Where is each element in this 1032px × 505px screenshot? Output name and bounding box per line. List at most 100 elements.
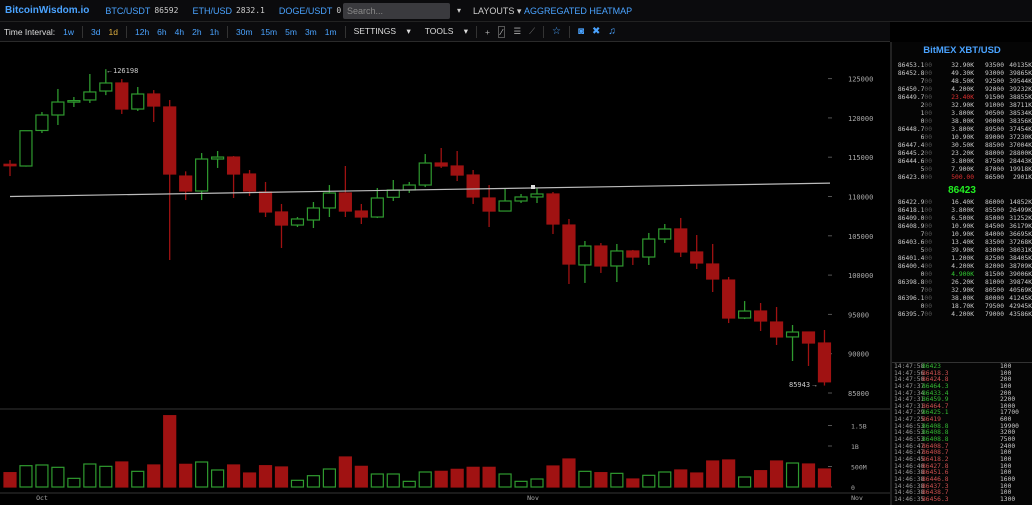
volume-bar: [370, 473, 384, 488]
price-main: 86398.8: [897, 279, 925, 286]
cumulative: 37004K: [1009, 142, 1032, 149]
candle-down: [338, 192, 352, 212]
interval-3d[interactable]: 3d: [91, 26, 101, 37]
interval-12h[interactable]: 12h: [134, 26, 150, 37]
price-tick-label: 110000: [848, 194, 873, 202]
tools-menu[interactable]: TOOLS ▾: [424, 26, 469, 36]
bid-row[interactable]: 86422.900 16.40K 86000 14852K: [892, 199, 1032, 207]
ask-row[interactable]: 86448.700 3.800K 89500 37454K: [892, 126, 1032, 134]
ask-row[interactable]: 100 3.800K 90500 38534K: [892, 110, 1032, 118]
level: 79000: [985, 311, 1004, 318]
amount: 3.800K: [951, 110, 974, 117]
aggregated-heatmap-link[interactable]: AGGREGATED HEATMAP: [524, 6, 633, 16]
ask-row[interactable]: 700 48.50K 92500 39544K: [892, 78, 1032, 86]
bid-row[interactable]: 86409.000 6.500K 85000 31252K: [892, 215, 1032, 223]
fullscreen-icon[interactable]: ✖: [592, 26, 601, 37]
trade-size: 1600: [1000, 475, 1016, 483]
search-input[interactable]: [343, 3, 450, 19]
layouts-menu[interactable]: LAYOUTS ▾: [473, 6, 522, 16]
ask-row[interactable]: 86452.800 49.30K 93000 39865K: [892, 70, 1032, 78]
brand-logo[interactable]: BitcoinWisdom.io: [5, 5, 90, 16]
ask-row[interactable]: 86450.700 4.200K 92000 39232K: [892, 86, 1032, 94]
interval-30m[interactable]: 30m: [236, 26, 253, 37]
price-tick-label: 100000: [848, 272, 873, 280]
trade-time: 14:46:38: [894, 489, 925, 497]
price-chart[interactable]: 125000 120000 115000 110000 105000 100000 9500…: [0, 42, 890, 505]
amount: 3.800K: [951, 126, 974, 133]
trade-price: 86424.8: [922, 376, 949, 384]
interval-1w[interactable]: 1w: [63, 26, 75, 37]
amount: 23.40K: [951, 94, 974, 101]
interval-1d[interactable]: 1d: [108, 26, 118, 37]
interval-15m[interactable]: 15m: [260, 26, 278, 37]
volume-bar: [674, 469, 688, 488]
candle-down: [769, 321, 784, 338]
interval-4h[interactable]: 4h: [174, 26, 185, 37]
trade-row: 14:46:35 86456.3 1300: [892, 496, 1032, 504]
trade-time: 14:46:53: [894, 429, 925, 437]
ask-row[interactable]: 86444.600 3.800K 87500 28443K: [892, 158, 1032, 166]
bid-row[interactable]: 86401.400 1.200K 82500 38405K: [892, 255, 1032, 263]
price-main: 86448.7: [897, 126, 925, 133]
settings-menu[interactable]: SETTINGS ▾: [353, 26, 411, 36]
price-main: 5: [920, 166, 925, 173]
chart-toolbar: Time Interval: 1w 3d 1d 12h 6h 4h 2h 1h …: [0, 22, 890, 42]
interval-1h[interactable]: 1h: [209, 26, 220, 37]
bid-row[interactable]: 000 18.70K 79500 42945K: [892, 303, 1032, 311]
ask-row[interactable]: 600 10.90K 89000 37230K: [892, 134, 1032, 142]
ticker-btc-symbol[interactable]: BTC/USDT: [105, 5, 151, 16]
interval-5m[interactable]: 5m: [285, 26, 297, 37]
bell-icon[interactable]: ♫: [608, 26, 616, 37]
ask-row[interactable]: 000 38.00K 90000 38356K: [892, 118, 1032, 126]
amount: 38.00K: [951, 295, 974, 302]
interval-2h[interactable]: 2h: [192, 26, 202, 37]
price: 600: [892, 134, 932, 142]
search-dropdown-caret-icon[interactable]: ▾: [457, 6, 462, 15]
bid-row[interactable]: 86408.900 10.90K 84500 36179K: [892, 223, 1032, 231]
ask-row[interactable]: 500 7.900K 87000 19918K: [892, 166, 1032, 174]
ask-row[interactable]: 86453.100 32.90K 93500 40135K: [892, 62, 1032, 70]
bid-row[interactable]: 500 39.90K 83000 38031K: [892, 247, 1032, 255]
horizontal-lines-icon[interactable]: ☰: [513, 26, 522, 36]
ask-row[interactable]: 200 32.90K 91000 38711K: [892, 102, 1032, 110]
ticker-eth-symbol[interactable]: ETH/USD: [192, 5, 232, 16]
bid-row[interactable]: 000 4.900K 81500 39006K: [892, 271, 1032, 279]
cumulative: 38711K: [1009, 102, 1032, 109]
interval-1m[interactable]: 1m: [324, 26, 337, 37]
ask-row[interactable]: 86445.200 23.20K 88000 28800K: [892, 150, 1032, 158]
ask-row[interactable]: 86423.000 500.00 86500 2901K: [892, 174, 1032, 182]
ask-row[interactable]: 86449.700 23.40K 91500 38855K: [892, 94, 1032, 102]
camera-icon[interactable]: ◙: [577, 26, 585, 37]
bid-row[interactable]: 86398.800 26.20K 81000 39874K: [892, 279, 1032, 287]
interval-6h[interactable]: 6h: [157, 26, 167, 37]
time-axis-label: Oct: [36, 494, 48, 502]
bid-row[interactable]: 700 10.90K 84000 36695K: [892, 231, 1032, 239]
volume-bar: [498, 473, 512, 488]
high-price-marker: 126198: [113, 67, 138, 75]
trade-size: 100: [1000, 449, 1012, 457]
price-main: 0: [920, 118, 925, 125]
trendline-tool-icon[interactable]: ⁄: [498, 25, 506, 38]
bid-row[interactable]: 86396.100 38.00K 80000 41245K: [892, 295, 1032, 303]
bid-row[interactable]: 86403.600 13.40K 83500 37268K: [892, 239, 1032, 247]
volume-bar: [514, 480, 528, 488]
trade-price: 86427.8: [922, 462, 949, 470]
bid-row[interactable]: 86418.100 3.800K 85500 26499K: [892, 207, 1032, 215]
ask-row[interactable]: 86447.400 30.50K 88500 37004K: [892, 142, 1032, 150]
volume-bar: [306, 475, 321, 488]
star-icon[interactable]: ☆: [552, 26, 561, 37]
crosshair-icon[interactable]: +: [485, 26, 491, 37]
volume-bar: [322, 468, 336, 488]
bid-row[interactable]: 86400.400 4.200K 82000 38709K: [892, 263, 1032, 271]
ticker-doge-symbol[interactable]: DOGE/USDT: [278, 5, 333, 16]
trade-price: 86425.1: [922, 409, 949, 417]
bid-row[interactable]: 86395.700 4.200K 79000 43586K: [892, 311, 1032, 319]
fibonacci-tool-icon[interactable]: ⟋: [529, 26, 536, 36]
bid-row[interactable]: 700 32.90K 80500 40569K: [892, 287, 1032, 295]
interval-3m[interactable]: 3m: [304, 26, 317, 37]
volume-bar: [722, 459, 736, 488]
trade-row: 14:47:25 86419 600: [892, 416, 1032, 424]
candle-down: [626, 250, 640, 258]
cumulative: 39874K: [1009, 279, 1032, 286]
trade-price: 86423: [922, 363, 941, 370]
